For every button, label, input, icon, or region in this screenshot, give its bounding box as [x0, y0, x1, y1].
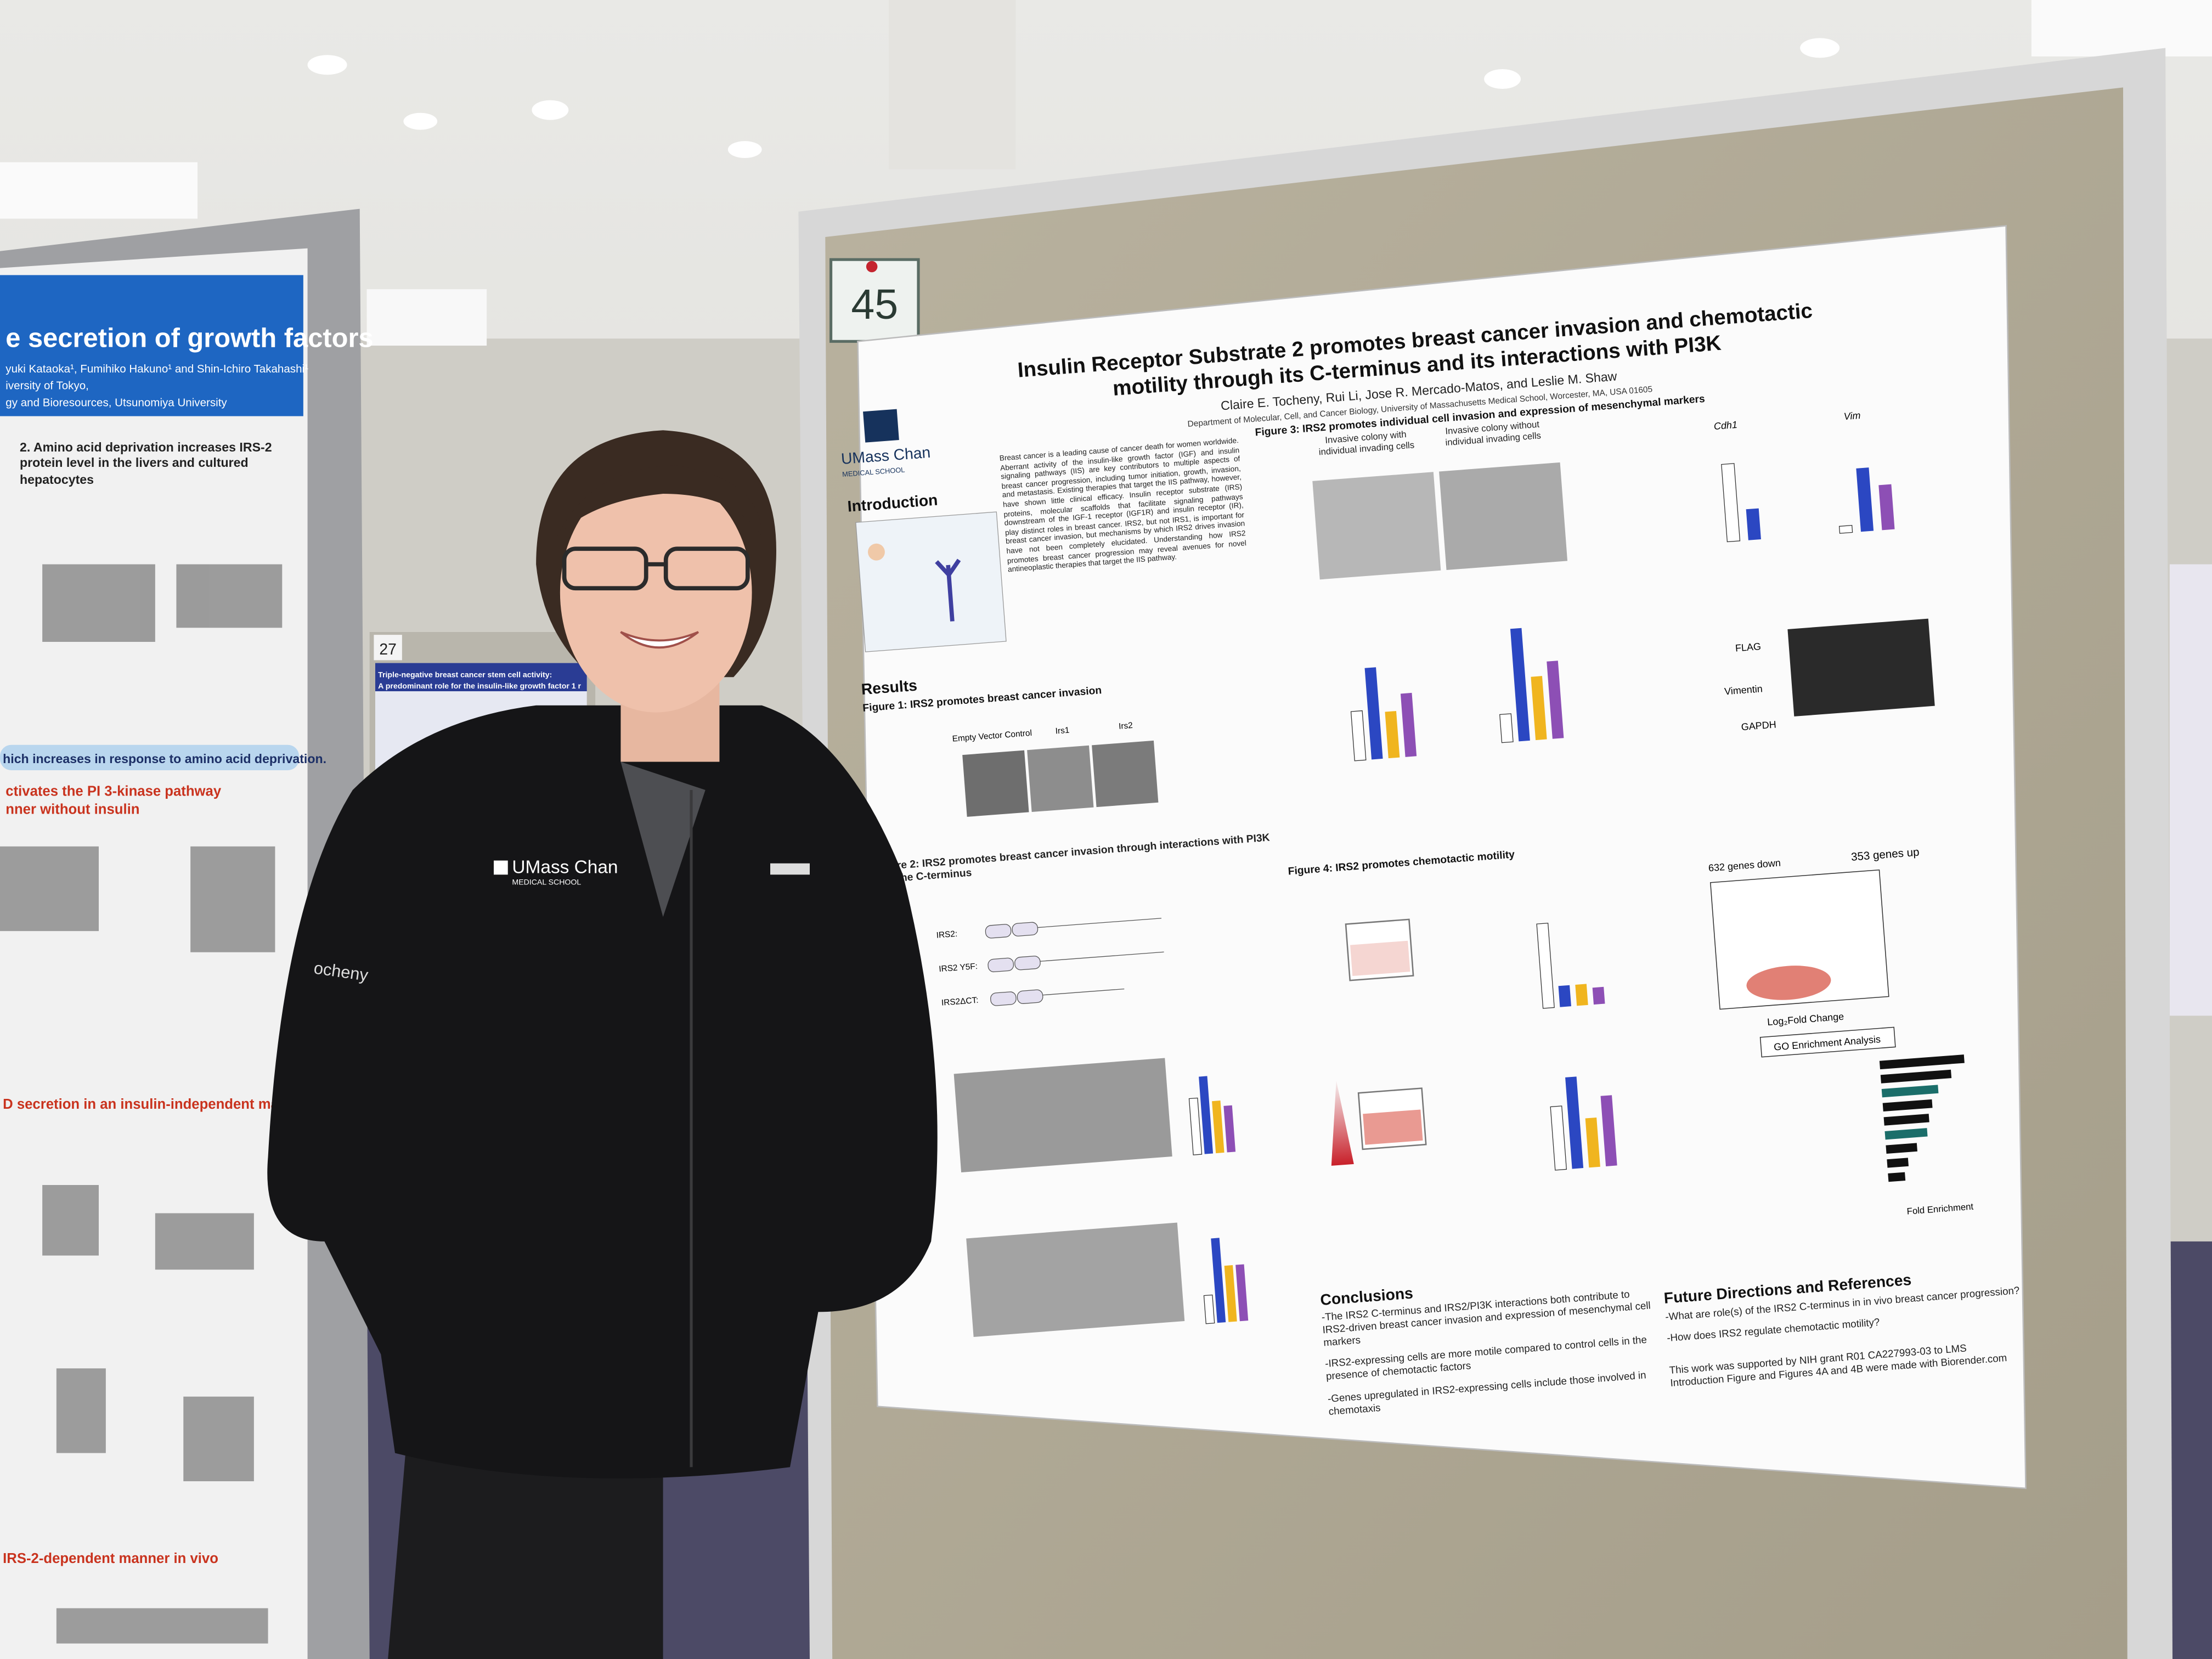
figure-3-bars — [1350, 463, 1895, 761]
section-heading: Results — [861, 676, 918, 698]
person: UMass Chan MEDICAL SCHOOL ocheny — [267, 430, 938, 1659]
jacket-tag — [770, 863, 810, 875]
left-heading: D secretion in an insulin-independent ma… — [3, 1097, 309, 1112]
right-poster — [2169, 564, 2212, 1016]
figure-label: FLAG — [1735, 641, 1761, 653]
left-heading: IRS-2-dependent manner in vivo — [3, 1551, 218, 1566]
transwell-diagrams — [1331, 918, 1427, 1166]
figure-label: IRS2 Y5F: — [939, 962, 978, 974]
domain-diagram — [985, 918, 1164, 1006]
ceiling-beam — [889, 0, 1016, 170]
left-poster-title: e secretion of growth factors — [5, 324, 373, 353]
glasses — [562, 546, 750, 591]
jacket-logo-mark — [494, 860, 508, 875]
figure-label: Irs1 — [1055, 726, 1070, 736]
go-bars — [1879, 1054, 1965, 1182]
figure-label: IRS2ΔCT: — [941, 996, 979, 1008]
volcano-points — [1746, 966, 1831, 1000]
left-poster-header — [0, 275, 303, 416]
ceiling-lights — [0, 38, 1840, 346]
go-box — [1759, 1026, 1896, 1058]
left-banner-text: hich increases in response to amino acid… — [3, 752, 326, 766]
intro-receptor — [935, 558, 961, 622]
figure-label: GAPDH — [1741, 719, 1776, 732]
poster-number: 45 — [851, 281, 898, 328]
neighbor-number: 27 — [379, 640, 396, 658]
left-poster-authors: yuki Kataoka¹, Fumihiko Hakuno¹ and Shin… — [5, 363, 308, 375]
intro-text: Breast cancer is a leading cause of canc… — [999, 437, 1247, 575]
jacket — [267, 705, 938, 1479]
future-box: -What are role(s) of the IRS2 C-terminus… — [1665, 1284, 2021, 1390]
jacket-logo-sub: MEDICAL SCHOOL — [512, 877, 581, 886]
western-blot — [1787, 618, 1935, 716]
left-heading: ctivates the PI 3-kinase pathway — [5, 783, 222, 799]
intro-figure-icon — [868, 543, 885, 561]
shirt — [620, 761, 706, 917]
neighbor-poster-header — [375, 663, 587, 691]
figure-2-bars — [1188, 1076, 1249, 1324]
figure-3-images — [1312, 462, 1568, 580]
hair-fringe — [557, 465, 762, 537]
intro-figure — [855, 511, 1007, 652]
figure-4-bars — [1536, 922, 1617, 1171]
figure-1-images — [962, 740, 1159, 817]
volcano-plot — [1709, 869, 1889, 1010]
left-poster-affiliation: gy and Bioresources, Utsunomiya Universi… — [5, 397, 227, 409]
logo-mark — [863, 409, 899, 443]
left-heading: nner without insulin — [5, 802, 139, 817]
left-poster-affiliation: iversity of Tokyo, — [5, 380, 89, 392]
neighbor-number-card — [374, 635, 402, 661]
figure-2-images — [953, 1058, 1185, 1337]
figure-label: IRS2: — [936, 929, 958, 940]
left-banner — [0, 744, 300, 770]
left-poster-section-text: 2. Amino acid deprivation increases IRS-… — [20, 440, 272, 486]
intro-text-box: Breast cancer is a leading cause of canc… — [999, 437, 1247, 575]
face — [560, 472, 752, 713]
left-figures — [0, 564, 283, 1644]
figure-label: Irs2 — [1118, 721, 1133, 731]
conclusions-box: -The IRS2 C-terminus and IRS2/PI3K inter… — [1321, 1288, 1651, 1417]
poster-number-card — [830, 258, 920, 343]
neighbor-poster-title: Triple-negative breast cancer stem cell … — [378, 670, 552, 679]
left-poster-section: 2. Amino acid deprivation increases IRS-… — [20, 440, 272, 486]
pin — [866, 261, 878, 273]
neighbor-poster-subtitle: A predominant role for the insulin-like … — [378, 681, 581, 690]
smile — [620, 631, 699, 649]
jacket-logo: UMass Chan — [512, 857, 618, 878]
figure-label: Cdh1 — [1713, 419, 1737, 432]
ceiling-light — [2031, 0, 2212, 57]
figure-label: Vim — [1843, 410, 1861, 422]
